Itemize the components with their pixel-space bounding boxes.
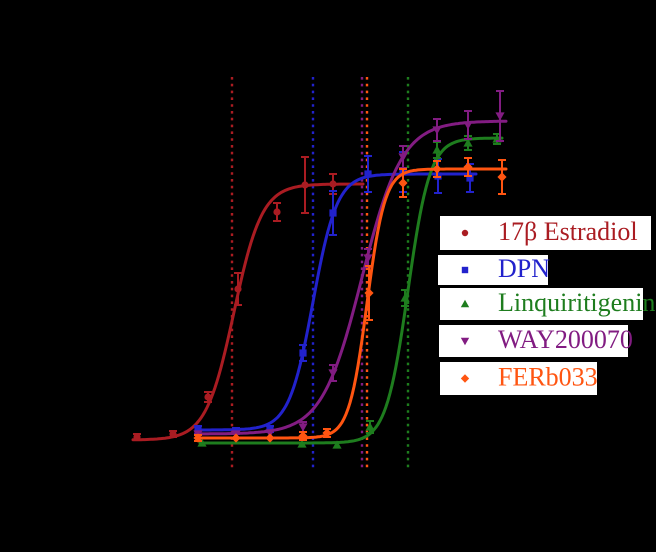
fit-curve-way200070 bbox=[194, 119, 508, 436]
legend: 17β Estradiol DPN Linquiritigenin WAY200070… bbox=[438, 216, 655, 395]
legend-entry-background bbox=[440, 288, 643, 320]
square-marker-icon bbox=[461, 266, 469, 274]
series-ferb033 bbox=[193, 157, 508, 443]
data-points-ferb033 bbox=[193, 162, 507, 443]
data-points-linquiritigenin bbox=[197, 134, 502, 449]
diamond-marker-icon bbox=[460, 374, 470, 383]
legend-label-linquiritigenin: Linquiritigenin bbox=[498, 288, 655, 317]
data-points-estradiol bbox=[133, 180, 337, 441]
fit-curve-ferb033 bbox=[194, 167, 508, 440]
fit-curve-linquiritigenin bbox=[198, 136, 504, 445]
series-way200070 bbox=[193, 90, 508, 439]
legend-label-dpn: DPN bbox=[498, 254, 550, 283]
legend-label-estradiol: 17β Estradiol bbox=[498, 217, 638, 246]
legend-entry-dpn: DPN bbox=[438, 254, 550, 285]
legend-entry-background bbox=[440, 216, 651, 250]
legend-entry-way200070: WAY200070 bbox=[439, 325, 633, 357]
legend-entry-background bbox=[438, 255, 548, 285]
legend-entry-ferb033: FERb033 bbox=[440, 362, 598, 395]
legend-entry-estradiol: 17β Estradiol bbox=[440, 216, 651, 250]
series-estradiol bbox=[131, 156, 365, 442]
triangle-up-marker-icon bbox=[460, 299, 470, 308]
legend-entry-linquiritigenin: Linquiritigenin bbox=[440, 288, 655, 320]
series-linquiritigenin bbox=[197, 133, 504, 449]
legend-label-ferb033: FERb033 bbox=[498, 362, 598, 391]
legend-label-way200070: WAY200070 bbox=[498, 325, 633, 354]
circle-marker-icon bbox=[461, 229, 469, 237]
legend-entry-background bbox=[439, 325, 628, 357]
triangle-down-marker-icon bbox=[460, 337, 470, 346]
